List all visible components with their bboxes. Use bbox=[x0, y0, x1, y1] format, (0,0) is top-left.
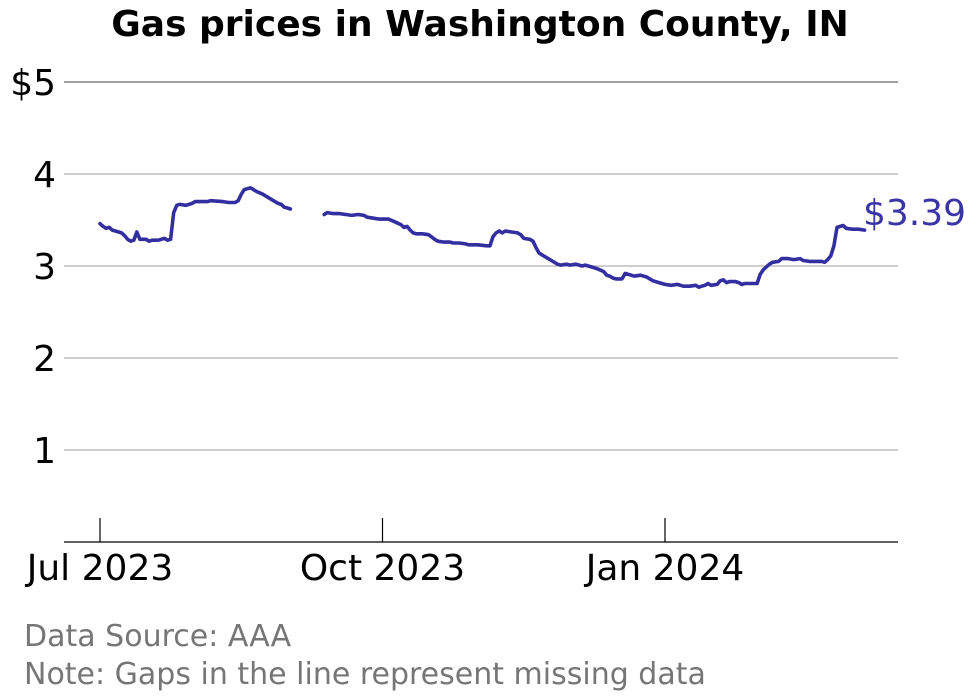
x-tick-label: Jan 2024 bbox=[584, 548, 745, 589]
price-line-segment-2 bbox=[322, 210, 867, 289]
y-axis-tick-labels: 1 2 3 4 $5 bbox=[10, 63, 56, 472]
y-tick-label: 4 bbox=[33, 155, 56, 196]
price-line-segment-1 bbox=[98, 186, 293, 243]
x-tick-label: Jul 2023 bbox=[25, 548, 174, 589]
x-axis-ticks: Jul 2023 Oct 2023 Jan 2024 bbox=[25, 518, 745, 589]
y-tick-label: $5 bbox=[10, 63, 56, 104]
y-tick-label: 2 bbox=[33, 339, 56, 380]
x-tick-label: Oct 2023 bbox=[300, 548, 465, 589]
latest-price-label: $3.39 bbox=[863, 193, 966, 234]
missing-data-note: Note: Gaps in the line represent missing… bbox=[24, 657, 706, 692]
y-tick-label: 1 bbox=[33, 431, 56, 472]
y-tick-label: 3 bbox=[33, 247, 56, 288]
chart-title: Gas prices in Washington County, IN bbox=[111, 4, 849, 45]
gridlines bbox=[64, 81, 898, 451]
data-source-note: Data Source: AAA bbox=[24, 619, 292, 654]
price-series bbox=[98, 186, 867, 289]
